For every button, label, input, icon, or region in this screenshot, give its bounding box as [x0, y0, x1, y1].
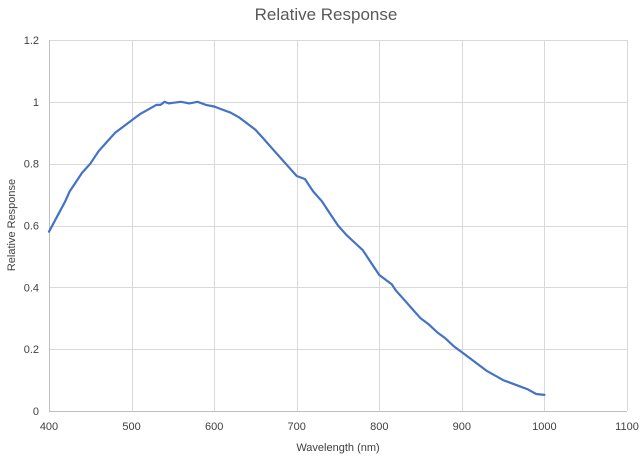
x-tick-label: 1000 [532, 421, 556, 433]
x-tick-label: 500 [122, 421, 140, 433]
axes [49, 40, 627, 412]
series-layer [47, 100, 546, 396]
x-tick-labels: 400 500 600 700 800 900 1000 1100 [40, 421, 639, 433]
x-tick-label: 900 [453, 421, 471, 433]
y-axis-label: Relative Response [6, 179, 18, 271]
series-line-relative-response [47, 100, 546, 396]
y-tick-label: 0.4 [24, 282, 39, 294]
y-tick-label: 1.2 [24, 35, 39, 47]
y-tick-labels: 0 0.2 0.4 0.6 0.8 1 1.2 [24, 35, 39, 418]
y-tick-label: 0.6 [24, 221, 39, 233]
chart-title: Relative Response [255, 5, 398, 24]
y-tick-label: 1 [33, 97, 39, 109]
x-tick-label: 600 [205, 421, 223, 433]
x-tick-label: 700 [288, 421, 306, 433]
grid-lines [49, 40, 628, 411]
x-tick-label: 400 [40, 421, 58, 433]
y-tick-label: 0 [33, 406, 39, 418]
y-tick-label: 0.8 [24, 159, 39, 171]
y-tick-label: 0.2 [24, 344, 39, 356]
x-axis-label: Wavelength (nm) [296, 442, 379, 454]
x-tick-label: 800 [370, 421, 388, 433]
x-tick-label: 1100 [615, 421, 639, 433]
